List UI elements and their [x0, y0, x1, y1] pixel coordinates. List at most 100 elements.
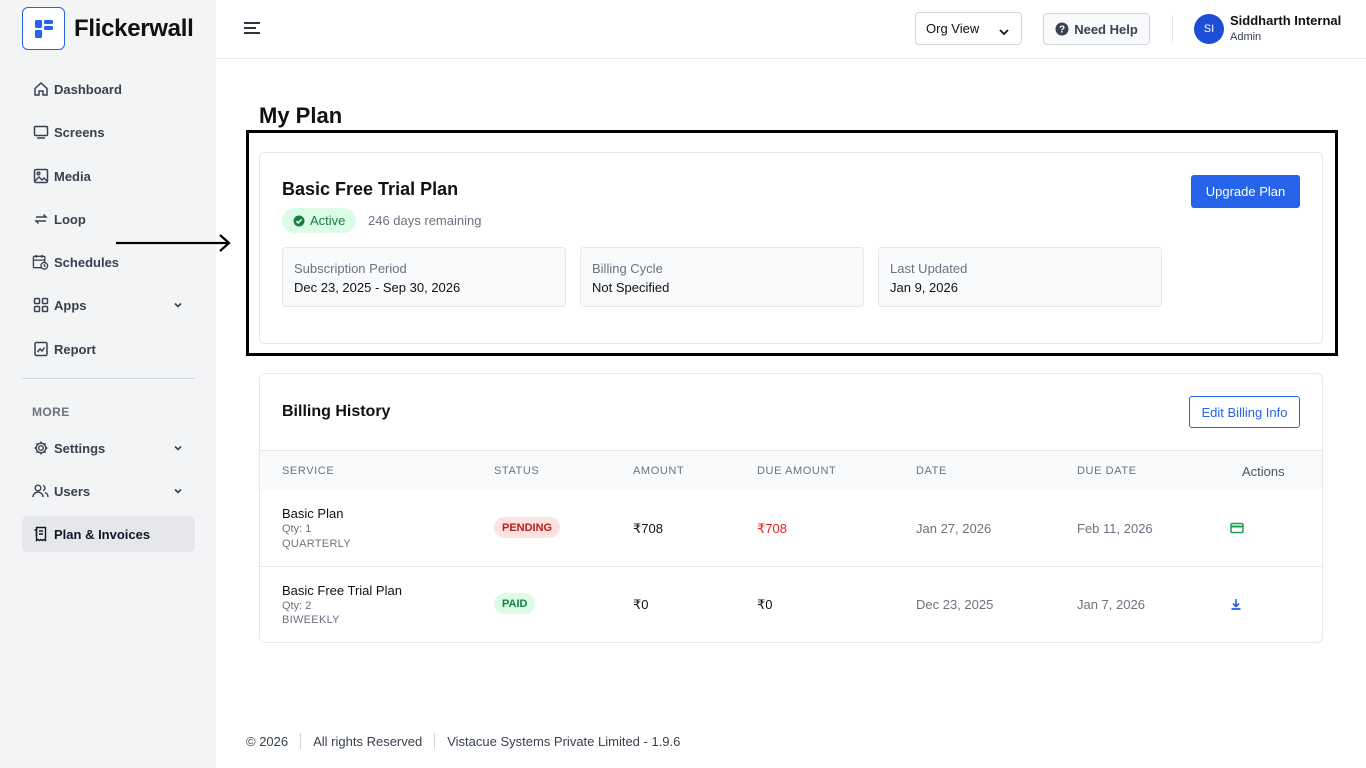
plan-name: Basic Free Trial Plan [282, 179, 459, 199]
avatar[interactable]: SI [1194, 14, 1224, 44]
footer: © 2026 All rights Reserved Vistacue Syst… [246, 733, 680, 749]
info-value: Not Specified [592, 280, 670, 295]
sidebar-item-media[interactable]: Media [22, 158, 195, 194]
sidebar-item-schedules[interactable]: Schedules [22, 244, 195, 280]
info-label: Last Updated [890, 261, 968, 276]
sidebar-item-dashboard[interactable]: Dashboard [22, 71, 195, 107]
chevron-down-icon [173, 298, 183, 313]
table-row: Basic Plan Qty: 1 QUARTERLY PENDING ₹708… [260, 490, 1322, 567]
receipt-icon [32, 526, 49, 543]
days-remaining: 246 days remaining [368, 213, 482, 228]
topbar-divider [1172, 15, 1173, 43]
page-title: My Plan [259, 103, 343, 128]
service-name: Basic Plan [282, 506, 344, 521]
app-name: Flickerwall [74, 14, 194, 42]
credit-card-icon[interactable] [1230, 522, 1244, 534]
sidebar-item-settings[interactable]: Settings [22, 430, 195, 466]
sidebar-item-loop[interactable]: Loop [22, 201, 195, 237]
sidebar-item-plan-invoices[interactable]: Plan & Invoices [22, 516, 195, 552]
billing-history-card: Billing History Edit Billing Info SERVIC… [259, 373, 1323, 643]
column-header-status: STATUS [494, 465, 540, 477]
need-help-label: Need Help [1074, 21, 1138, 37]
sidebar-item-label: Apps [54, 297, 87, 313]
plan-card: Basic Free Trial Plan Active 246 days re… [259, 152, 1323, 344]
user-name: Siddharth Internal [1230, 13, 1342, 28]
sidebar-item-screens[interactable]: Screens [22, 114, 195, 150]
billing-history-title: Billing History [282, 403, 391, 420]
column-header-date: DATE [916, 465, 947, 477]
amount: ₹0 [633, 597, 649, 612]
grid-icon [32, 297, 49, 314]
edit-billing-info-button[interactable]: Edit Billing Info [1189, 396, 1300, 428]
column-header-amount: AMOUNT [633, 465, 685, 477]
due-date: Feb 11, 2026 [1077, 521, 1153, 536]
date: Dec 23, 2025 [916, 597, 994, 612]
service-qty: Qty: 1 [282, 523, 312, 535]
info-last-updated: Last Updated Jan 9, 2026 [878, 247, 1162, 307]
sidebar-item-report[interactable]: Report [22, 331, 195, 367]
svg-text:?: ? [1059, 25, 1065, 36]
sidebar-item-label: Settings [54, 440, 106, 456]
question-circle-icon: ? [1055, 22, 1069, 36]
footer-copyright: © 2026 [246, 733, 289, 749]
download-icon[interactable] [1230, 598, 1242, 610]
annotation-highlight-box [246, 130, 1338, 356]
arrow-right-icon [116, 233, 232, 258]
top-bar: Org View ? Need Help SI Siddharth Intern… [216, 0, 1366, 59]
org-view-value: Org View [926, 21, 980, 36]
logo-icon [22, 7, 65, 50]
service-qty: Qty: 2 [282, 600, 312, 612]
column-header-service: SERVICE [282, 465, 335, 477]
status-badge: PAID [494, 593, 536, 614]
image-icon [32, 168, 49, 185]
sidebar-item-label: Media [54, 168, 91, 184]
status-label: Active [310, 213, 346, 228]
column-header-due-date: DUE DATE [1077, 465, 1137, 477]
menu-toggle-icon[interactable] [242, 18, 262, 38]
sidebar-item-label: Screens [54, 124, 105, 140]
org-view-select[interactable]: Org View [915, 12, 1022, 45]
footer-company: Vistacue Systems Private Limited - 1.9.6 [447, 733, 681, 749]
table-header: SERVICE STATUS AMOUNT DUE AMOUNT DATE DU… [260, 450, 1322, 490]
check-circle-icon [293, 215, 305, 227]
info-label: Billing Cycle [592, 261, 663, 276]
sidebar-item-label: Loop [54, 211, 86, 227]
sidebar-item-apps[interactable]: Apps [22, 287, 195, 323]
sidebar-item-label: Plan & Invoices [54, 526, 151, 542]
sidebar-item-users[interactable]: Users [22, 473, 195, 509]
sidebar-section-more: MORE [32, 405, 70, 419]
sidebar-item-label: Dashboard [54, 81, 122, 97]
chevron-down-icon [998, 25, 1010, 40]
sidebar-item-label: Schedules [54, 254, 120, 270]
users-icon [32, 483, 49, 500]
info-value: Dec 23, 2025 - Sep 30, 2026 [294, 280, 461, 295]
gear-icon [32, 440, 49, 457]
due-amount: ₹0 [757, 597, 773, 612]
report-icon [32, 341, 49, 358]
service-name: Basic Free Trial Plan [282, 583, 402, 598]
date: Jan 27, 2026 [916, 521, 992, 536]
monitor-icon [32, 124, 49, 141]
service-cycle: BIWEEKLY [282, 614, 340, 626]
calendar-clock-icon [32, 254, 49, 271]
chevron-down-icon [173, 441, 183, 456]
need-help-button[interactable]: ? Need Help [1043, 13, 1150, 45]
app-logo[interactable]: Flickerwall [22, 7, 194, 50]
upgrade-plan-button[interactable]: Upgrade Plan [1191, 175, 1300, 208]
table-row: Basic Free Trial Plan Qty: 2 BIWEEKLY PA… [260, 567, 1322, 642]
service-cycle: QUARTERLY [282, 538, 351, 550]
info-value: Jan 9, 2026 [890, 280, 958, 295]
status-badge: PENDING [494, 517, 561, 538]
sidebar: Flickerwall Dashboard Screens Media Loop… [0, 0, 216, 768]
info-billing-cycle: Billing Cycle Not Specified [580, 247, 864, 307]
column-header-due-amount: DUE AMOUNT [757, 465, 837, 477]
column-header-actions: Actions [1242, 464, 1285, 479]
sidebar-divider [22, 378, 195, 379]
footer-divider [434, 733, 436, 749]
info-subscription-period: Subscription Period Dec 23, 2025 - Sep 3… [282, 247, 566, 307]
sidebar-item-label: Users [54, 483, 91, 499]
user-role: Admin [1230, 31, 1262, 43]
home-icon [32, 81, 49, 98]
info-label: Subscription Period [294, 261, 407, 276]
sidebar-item-label: Report [54, 341, 96, 357]
